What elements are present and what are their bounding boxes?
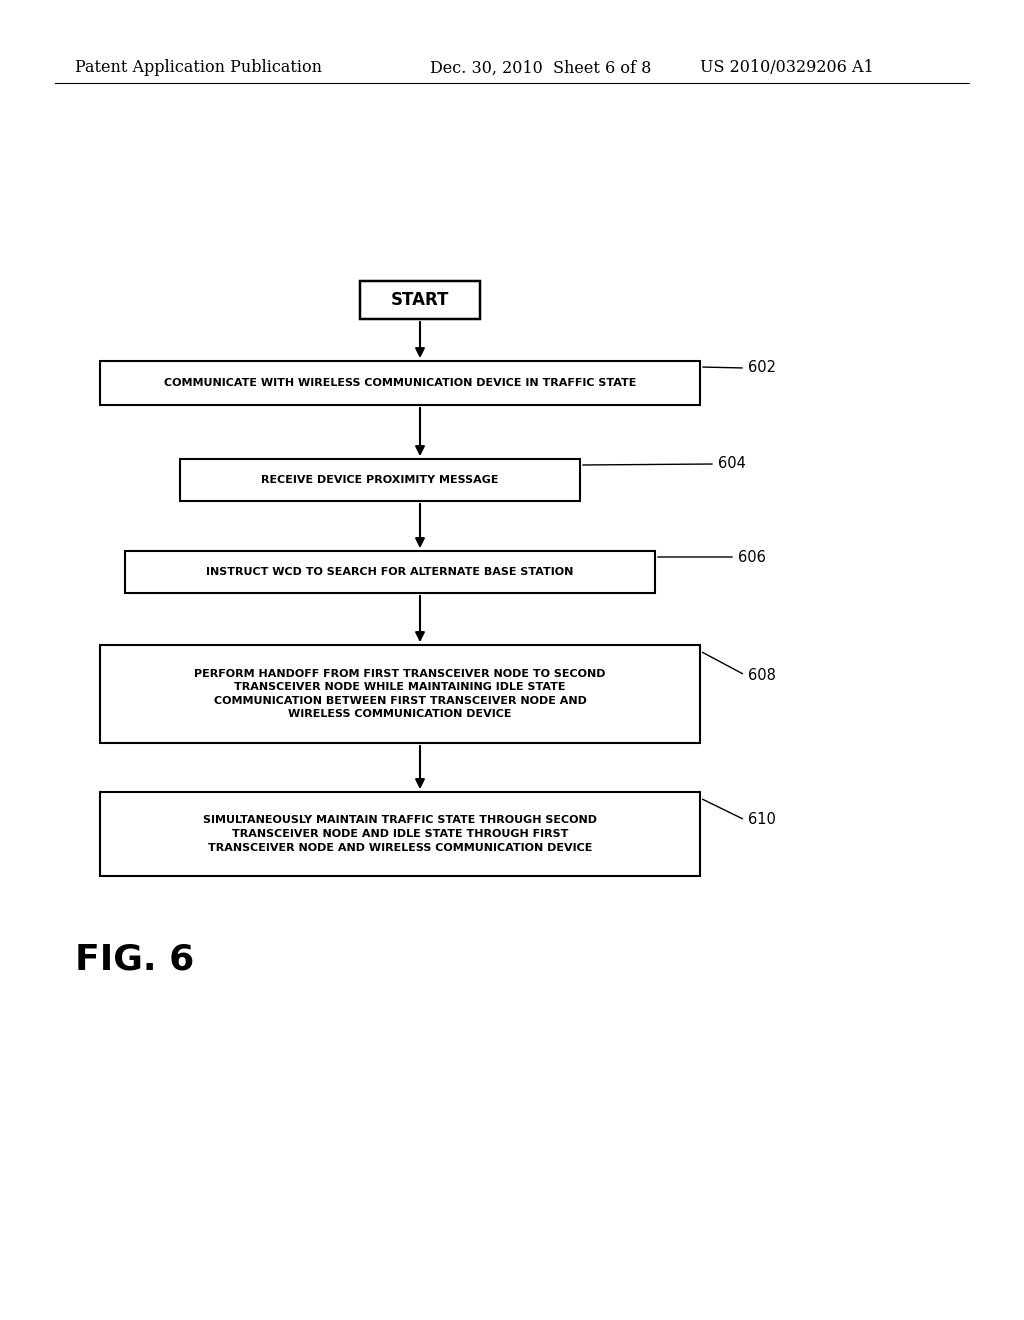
Text: 610: 610 xyxy=(748,813,776,828)
Text: SIMULTANEOUSLY MAINTAIN TRAFFIC STATE THROUGH SECOND
TRANSCEIVER NODE AND IDLE S: SIMULTANEOUSLY MAINTAIN TRAFFIC STATE TH… xyxy=(203,816,597,853)
Text: COMMUNICATE WITH WIRELESS COMMUNICATION DEVICE IN TRAFFIC STATE: COMMUNICATE WITH WIRELESS COMMUNICATION … xyxy=(164,378,636,388)
FancyBboxPatch shape xyxy=(125,550,655,593)
Text: 604: 604 xyxy=(718,457,745,471)
Text: 606: 606 xyxy=(738,549,766,565)
FancyBboxPatch shape xyxy=(360,281,480,319)
Text: INSTRUCT WCD TO SEARCH FOR ALTERNATE BASE STATION: INSTRUCT WCD TO SEARCH FOR ALTERNATE BAS… xyxy=(206,568,573,577)
Text: PERFORM HANDOFF FROM FIRST TRANSCEIVER NODE TO SECOND
TRANSCEIVER NODE WHILE MAI: PERFORM HANDOFF FROM FIRST TRANSCEIVER N… xyxy=(195,669,606,719)
FancyBboxPatch shape xyxy=(100,645,700,743)
Text: 602: 602 xyxy=(748,360,776,375)
Text: Dec. 30, 2010  Sheet 6 of 8: Dec. 30, 2010 Sheet 6 of 8 xyxy=(430,59,651,77)
FancyBboxPatch shape xyxy=(100,360,700,405)
FancyBboxPatch shape xyxy=(100,792,700,876)
Text: FIG. 6: FIG. 6 xyxy=(75,942,195,977)
Text: START: START xyxy=(391,290,450,309)
FancyBboxPatch shape xyxy=(180,459,580,502)
Text: Patent Application Publication: Patent Application Publication xyxy=(75,59,322,77)
Text: 608: 608 xyxy=(748,668,776,682)
Text: RECEIVE DEVICE PROXIMITY MESSAGE: RECEIVE DEVICE PROXIMITY MESSAGE xyxy=(261,475,499,484)
Text: US 2010/0329206 A1: US 2010/0329206 A1 xyxy=(700,59,873,77)
